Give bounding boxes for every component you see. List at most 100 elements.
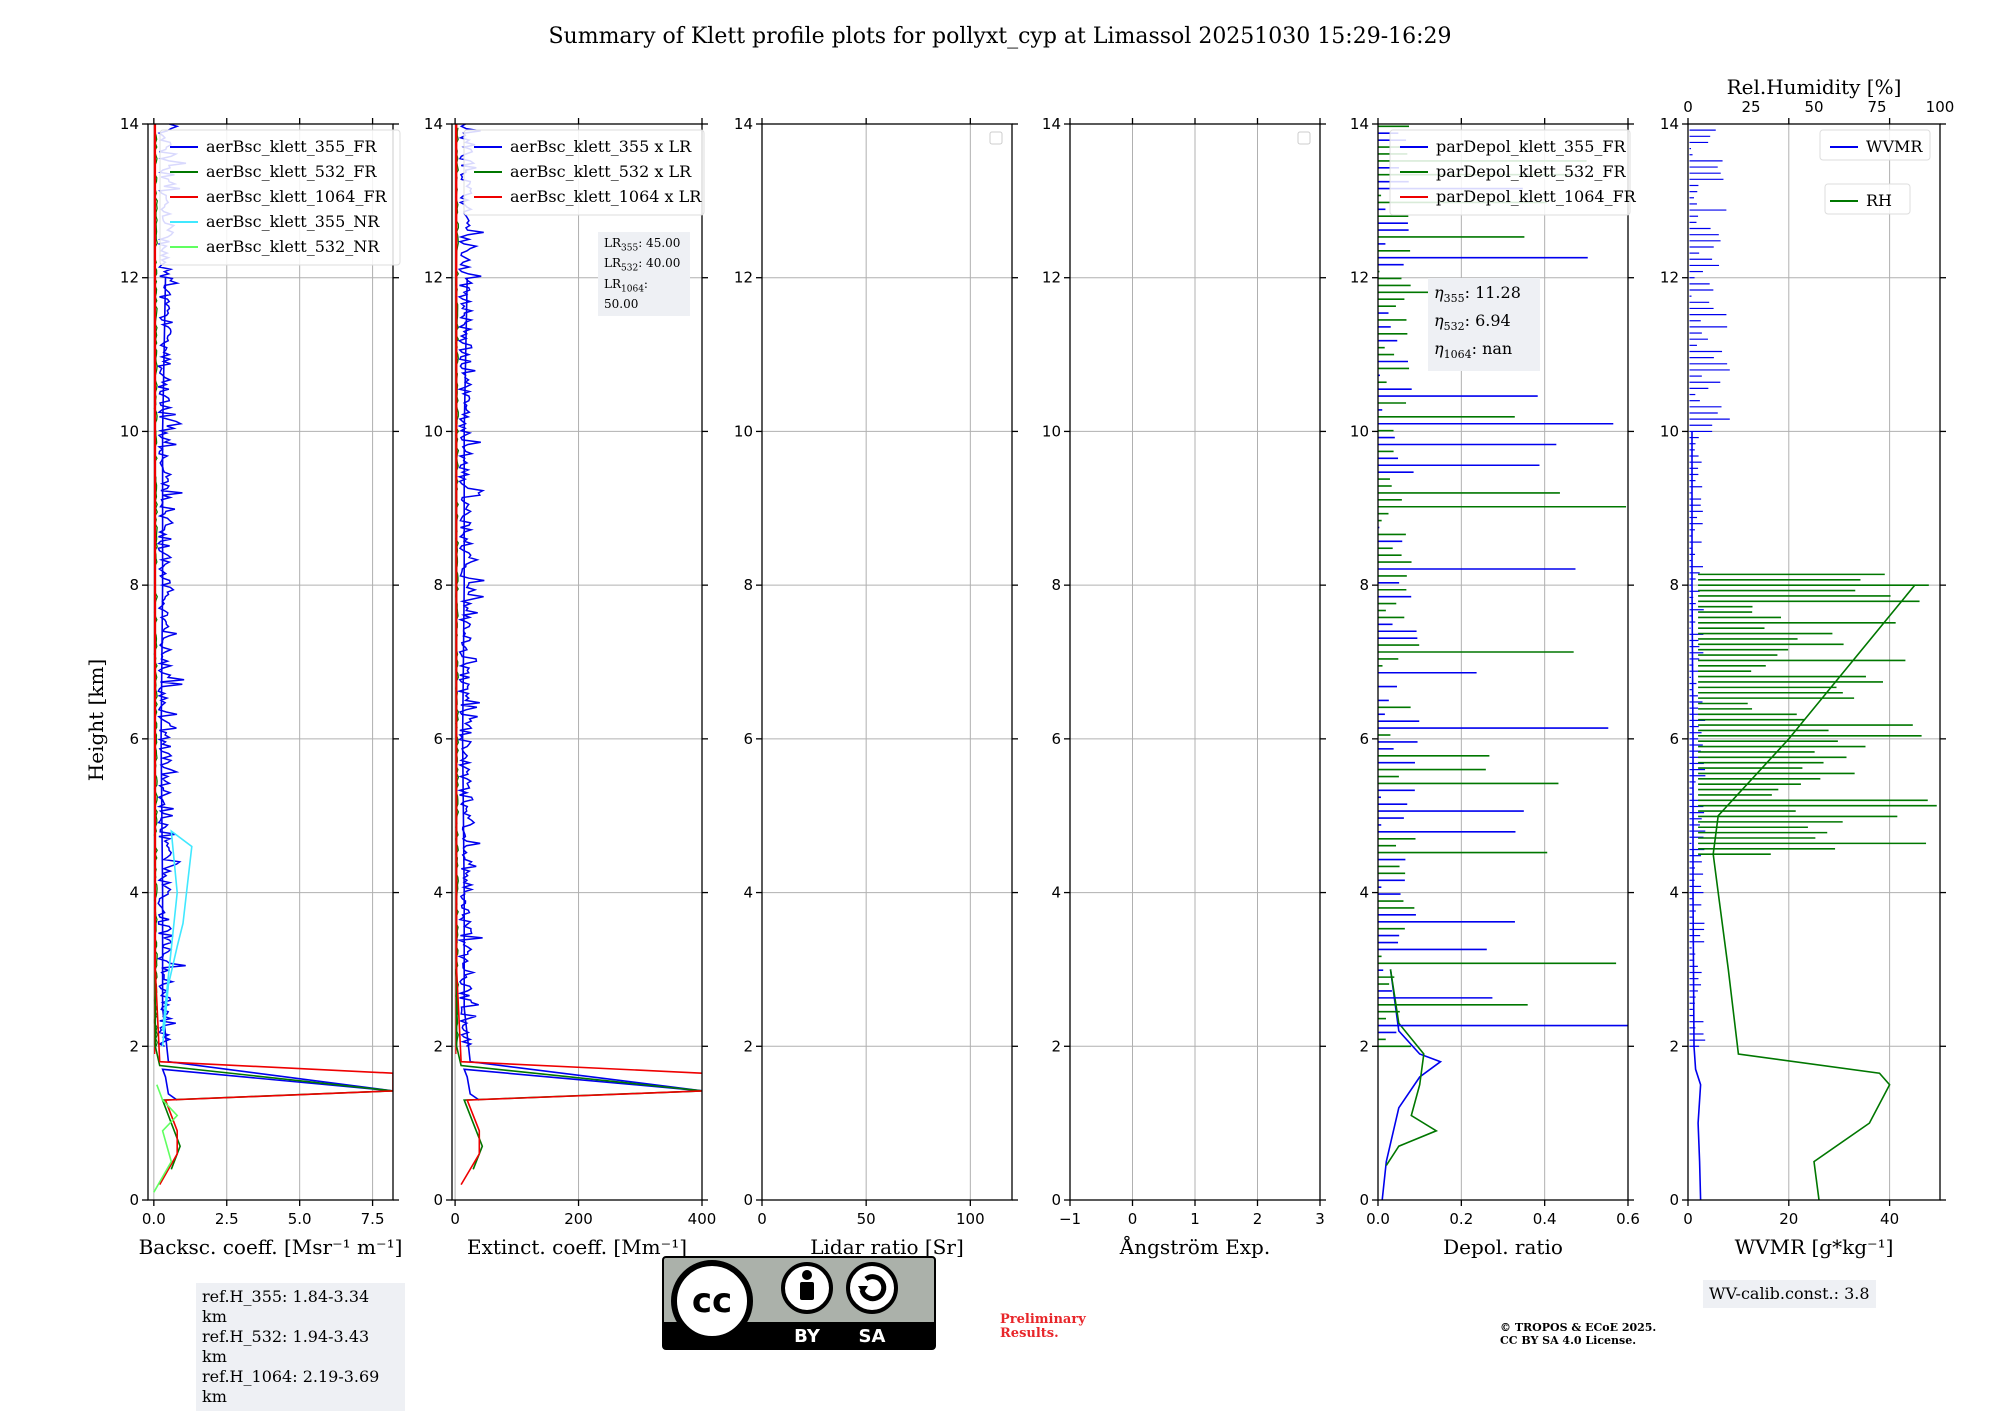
series-aerBsc_klett_532_FR bbox=[155, 278, 393, 1170]
wv-calibration-text: WV-calib.const.: 3.8 bbox=[1709, 1284, 1870, 1303]
legend-label: aerBsc_klett_532 x LR bbox=[510, 162, 692, 181]
legend-label: RH bbox=[1866, 191, 1892, 210]
x-tick-label: 3 bbox=[1315, 1210, 1325, 1228]
height-axis-label: Height [km] bbox=[84, 659, 108, 781]
lidar-ratio-532: LR532: 40.00 bbox=[604, 256, 684, 276]
y-tick-label: 10 bbox=[1350, 422, 1369, 440]
x-axis-label: WVMR [g*kg⁻¹] bbox=[1735, 1235, 1894, 1259]
x-tick-label: 0.0 bbox=[142, 1210, 166, 1228]
y-tick-label: 8 bbox=[1359, 576, 1369, 594]
lidar-ratio-355: LR355: 45.00 bbox=[604, 236, 684, 256]
x-tick-label: 200 bbox=[564, 1210, 593, 1228]
y-tick-label: 14 bbox=[1042, 115, 1061, 133]
lidar-ratio-box: LR355: 45.00 LR532: 40.00 LR1064: 50.00 bbox=[598, 232, 690, 316]
y-tick-label: 12 bbox=[1660, 269, 1679, 287]
y-tick-label: 10 bbox=[1660, 422, 1679, 440]
top-tick-label: 25 bbox=[1741, 98, 1760, 116]
top-tick-label: 100 bbox=[1926, 98, 1955, 116]
x-tick-label: 0 bbox=[1128, 1210, 1138, 1228]
y-tick-label: 12 bbox=[424, 269, 443, 287]
y-tick-label: 4 bbox=[1051, 884, 1061, 902]
legend-label: parDepol_klett_1064_FR bbox=[1436, 187, 1637, 206]
y-tick-label: 0 bbox=[433, 1191, 443, 1209]
x-axis-label: Ångström Exp. bbox=[1119, 1234, 1270, 1259]
y-tick-label: 8 bbox=[1051, 576, 1061, 594]
data-layer bbox=[1690, 130, 1937, 1200]
x-tick-label: −1 bbox=[1059, 1210, 1081, 1228]
legend-label: parDepol_klett_532_FR bbox=[1436, 162, 1627, 181]
y-tick-label: 8 bbox=[129, 576, 139, 594]
y-tick-label: 14 bbox=[120, 115, 139, 133]
top-tick-label: 75 bbox=[1867, 98, 1886, 116]
cc-text: cc bbox=[692, 1281, 732, 1321]
ref-height-1064: ref.H_1064: 2.19-3.69 km bbox=[202, 1367, 399, 1407]
y-tick-label: 4 bbox=[1359, 884, 1369, 902]
top-tick-label: 0 bbox=[1683, 98, 1693, 116]
y-tick-label: 2 bbox=[1359, 1037, 1369, 1055]
y-tick-label: 10 bbox=[1042, 422, 1061, 440]
y-tick-label: 10 bbox=[424, 422, 443, 440]
y-tick-label: 12 bbox=[734, 269, 753, 287]
x-tick-label: 0 bbox=[450, 1210, 460, 1228]
x-tick-label: 2.5 bbox=[215, 1210, 239, 1228]
preliminary-line-1: Preliminary bbox=[1000, 1313, 1086, 1327]
cc-license-badge: cc BY SA bbox=[662, 1256, 936, 1350]
by-head bbox=[802, 1270, 812, 1280]
empty-legend-box bbox=[990, 132, 1002, 144]
legend-label: WVMR bbox=[1866, 137, 1923, 156]
y-tick-label: 6 bbox=[1669, 730, 1679, 748]
copyright-line-2: CC BY SA 4.0 License. bbox=[1500, 1334, 1656, 1347]
x-tick-label: 5.0 bbox=[288, 1210, 312, 1228]
x-tick-label: 0.4 bbox=[1533, 1210, 1557, 1228]
legend-label: aerBsc_klett_532_NR bbox=[206, 237, 380, 256]
data-layer bbox=[154, 124, 393, 1192]
ref-height-532: ref.H_532: 1.94-3.43 km bbox=[202, 1327, 399, 1367]
figure: Summary of Klett profile plots for polly… bbox=[0, 0, 2000, 1360]
x-tick-label: 400 bbox=[688, 1210, 717, 1228]
y-tick-label: 0 bbox=[1051, 1191, 1061, 1209]
x-axis-label: Depol. ratio bbox=[1443, 1235, 1563, 1259]
axes-frame bbox=[762, 124, 1012, 1200]
sa-text: SA bbox=[859, 1326, 886, 1347]
legend-label: parDepol_klett_355_FR bbox=[1436, 137, 1627, 156]
x-axis-label: Extinct. coeff. [Mm⁻¹] bbox=[467, 1235, 687, 1259]
series-aerBsc_klett_355_FR-x-lr bbox=[463, 278, 703, 1100]
y-tick-label: 8 bbox=[743, 576, 753, 594]
x-tick-label: 7.5 bbox=[361, 1210, 385, 1228]
y-tick-label: 6 bbox=[433, 730, 443, 748]
y-tick-label: 0 bbox=[1669, 1191, 1679, 1209]
series-aerBsc_klett_355_FR bbox=[161, 278, 393, 1100]
lidar-ratio-1064: LR1064: 50.00 bbox=[604, 277, 684, 312]
legend-label: aerBsc_klett_1064_FR bbox=[206, 187, 388, 206]
x-tick-label: 0.6 bbox=[1616, 1210, 1640, 1228]
top-axis-label: Rel.Humidity [%] bbox=[1727, 75, 1902, 99]
y-tick-label: 4 bbox=[743, 884, 753, 902]
x-tick-label: 20 bbox=[1779, 1210, 1798, 1228]
figure-title: Summary of Klett profile plots for polly… bbox=[548, 24, 1451, 49]
y-tick-label: 4 bbox=[1669, 884, 1679, 902]
copyright-note: © TROPOS & ECoE 2025. CC BY SA 4.0 Licen… bbox=[1500, 1321, 1656, 1347]
wv-calibration-box: WV-calib.const.: 3.8 bbox=[1703, 1280, 1876, 1308]
sa-icon bbox=[848, 1264, 896, 1312]
y-tick-label: 8 bbox=[1669, 576, 1679, 594]
reference-height-box: ref.H_355: 1.84-3.34 km ref.H_532: 1.94-… bbox=[196, 1283, 405, 1411]
ref-height-355: ref.H_355: 1.84-3.34 km bbox=[202, 1287, 399, 1327]
eta-box: η355: 11.28 η532: 6.94 η1064: nan bbox=[1428, 278, 1540, 371]
y-tick-label: 8 bbox=[433, 576, 443, 594]
y-tick-label: 6 bbox=[1359, 730, 1369, 748]
y-tick-label: 6 bbox=[129, 730, 139, 748]
eta-532: η532: 6.94 bbox=[1434, 310, 1534, 338]
eta-355: η355: 11.28 bbox=[1434, 282, 1534, 310]
y-tick-label: 2 bbox=[1669, 1037, 1679, 1055]
y-tick-label: 10 bbox=[734, 422, 753, 440]
y-tick-label: 0 bbox=[743, 1191, 753, 1209]
top-tick-label: 50 bbox=[1804, 98, 1823, 116]
y-tick-label: 12 bbox=[1042, 269, 1061, 287]
axes-frame bbox=[1688, 124, 1940, 1200]
y-tick-label: 2 bbox=[129, 1037, 139, 1055]
empty-legend-box bbox=[1298, 132, 1310, 144]
y-tick-label: 2 bbox=[433, 1037, 443, 1055]
